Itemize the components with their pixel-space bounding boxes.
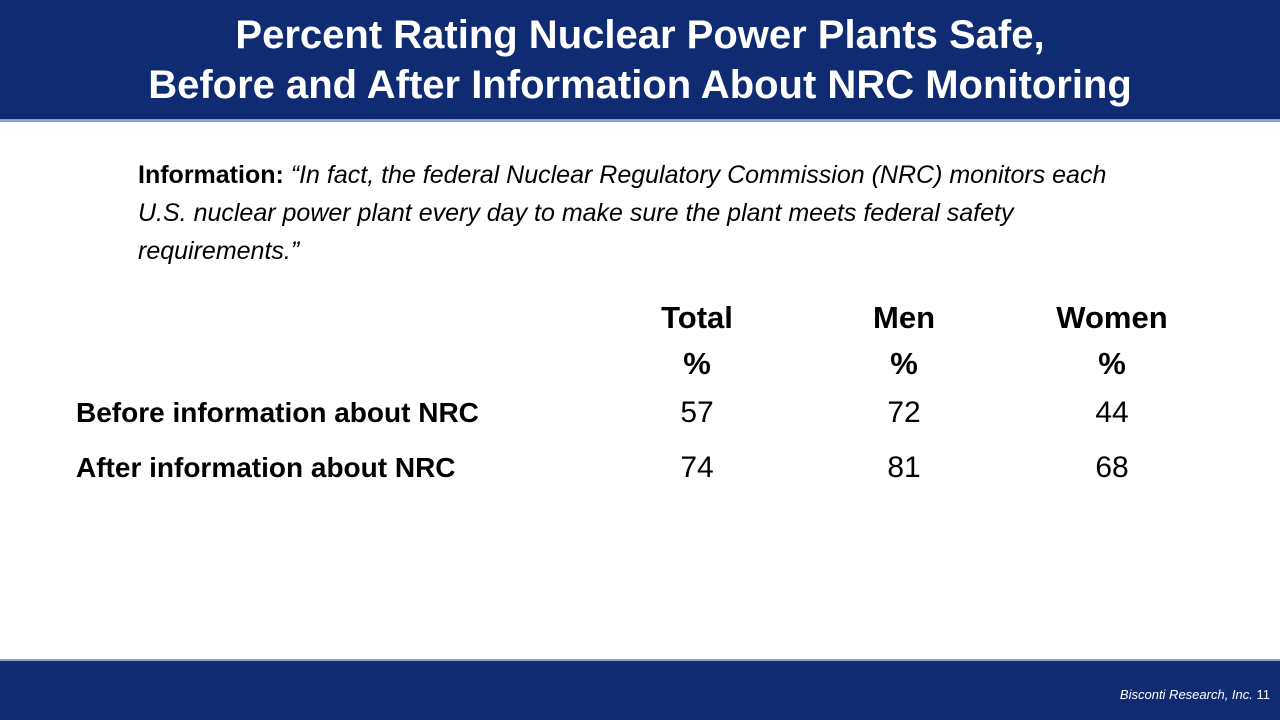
organization-name: Bisconti Research, Inc. — [1119, 687, 1253, 702]
row-label-after: After information about NRC — [76, 452, 456, 483]
cell-before-men: 72 — [887, 396, 921, 429]
page-number: 11 — [1256, 687, 1271, 702]
information-quote: “In fact, the federal Nuclear Regulatory… — [138, 161, 1107, 265]
column-header-men: Men % — [804, 295, 1004, 387]
cell-after-men: 81 — [887, 451, 921, 484]
row-label-before: Before information about NRC — [76, 397, 479, 428]
cell-before-total: 57 — [680, 396, 714, 429]
column-unit: % — [683, 346, 711, 381]
column-name: Total — [661, 300, 733, 335]
column-unit: % — [1098, 346, 1126, 381]
footer-bar: Bisconti Research, Inc. 11 — [0, 659, 1280, 720]
footer-credit: Bisconti Research, Inc. 11 — [1120, 687, 1270, 702]
title-banner: Percent Rating Nuclear Power Plants Safe… — [0, 0, 1280, 122]
information-label: Information: — [138, 161, 284, 189]
column-name: Men — [873, 300, 935, 335]
cell-after-total: 74 — [680, 451, 714, 484]
cell-before-women: 44 — [1095, 396, 1129, 429]
column-name: Women — [1056, 300, 1168, 335]
cell-after-women: 68 — [1095, 451, 1129, 484]
information-statement: Information: “In fact, the federal Nucle… — [138, 156, 1118, 270]
column-unit: % — [890, 346, 918, 381]
column-header-total: Total % — [597, 295, 797, 387]
title-line-1: Percent Rating Nuclear Power Plants Safe… — [235, 12, 1045, 57]
column-header-women: Women % — [1012, 295, 1212, 387]
title-line-2: Before and After Information About NRC M… — [148, 62, 1132, 107]
